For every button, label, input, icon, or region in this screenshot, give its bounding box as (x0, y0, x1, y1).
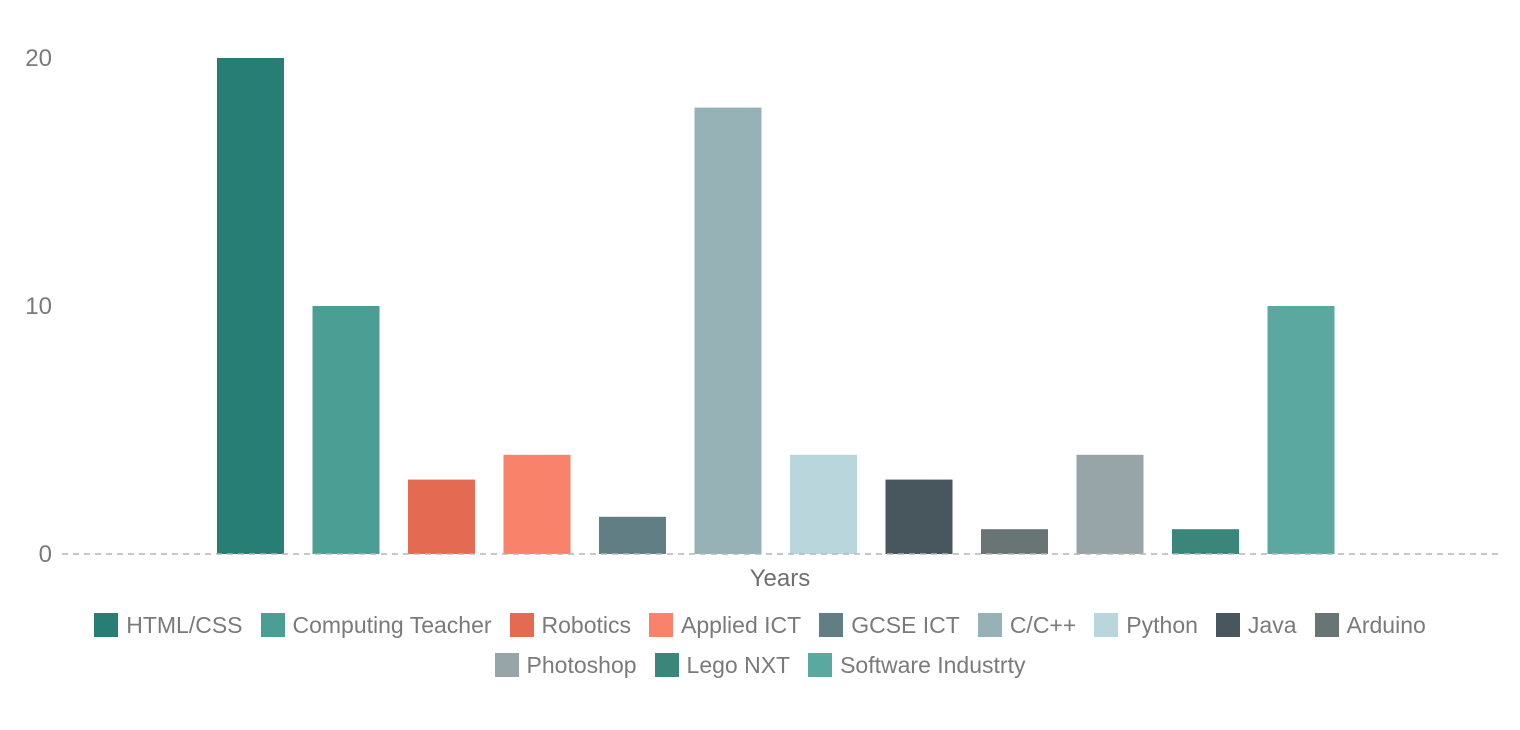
legend-swatch (808, 653, 833, 677)
bar-gcse-ict[interactable] (599, 516, 666, 554)
legend-swatch (509, 613, 534, 637)
bar-python[interactable] (790, 454, 857, 554)
legend-item[interactable]: Computing Teacher (260, 612, 492, 638)
bar-computing-teacher[interactable] (312, 306, 380, 554)
legend-swatch (1215, 613, 1240, 637)
legend-item[interactable]: Java (1215, 612, 1297, 638)
legend-item[interactable]: Photoshop (494, 652, 637, 678)
legend-item[interactable]: GCSE ICT (819, 612, 960, 638)
legend-swatch (649, 613, 674, 637)
bar-applied-ict[interactable] (503, 454, 571, 554)
bars-group (217, 58, 1335, 554)
legend-label: Lego NXT (686, 652, 791, 678)
bar-html-css[interactable] (217, 58, 284, 554)
bar-arduino[interactable] (981, 529, 1048, 554)
bar-c-c[interactable] (694, 107, 762, 554)
legend-swatch (494, 653, 519, 677)
bar-robotics[interactable] (408, 479, 475, 554)
legend-item[interactable]: Arduino (1314, 612, 1426, 638)
legend-label: Python (1126, 612, 1198, 638)
legend-swatch (819, 613, 844, 637)
legend: HTML/CSS Computing Teacher Robotics Applied… (0, 612, 1520, 678)
legend-swatch (977, 613, 1002, 637)
legend-label: Arduino (1346, 612, 1426, 638)
y-tick-label: 10 (25, 293, 52, 320)
legend-row: Photoshop Lego NXT Software Industrty (486, 652, 1035, 678)
bar-java[interactable] (885, 479, 953, 554)
bar-software-industrty[interactable] (1267, 306, 1335, 554)
legend-swatch (260, 613, 285, 637)
legend-item[interactable]: Software Industrty (808, 652, 1025, 678)
y-tick-label: 0 (39, 541, 52, 568)
legend-label: Robotics (541, 612, 632, 638)
legend-label: Applied ICT (681, 612, 802, 638)
bar-lego-nxt[interactable] (1172, 529, 1239, 554)
legend-swatch (1314, 613, 1339, 637)
y-tick-label: 20 (25, 45, 52, 72)
legend-swatch (1094, 613, 1119, 637)
legend-label: Software Industrty (840, 652, 1026, 678)
legend-item[interactable]: Python (1094, 612, 1198, 638)
legend-label: GCSE ICT (851, 612, 960, 638)
legend-label: Computing Teacher (292, 612, 492, 638)
bar-photoshop[interactable] (1076, 454, 1144, 554)
legend-item[interactable]: Lego NXT (654, 652, 791, 678)
x-axis-title: Years (750, 565, 811, 592)
legend-item[interactable]: Applied ICT (649, 612, 801, 638)
legend-item[interactable]: C/C++ (977, 612, 1077, 638)
legend-row: HTML/CSS Computing Teacher Robotics Applied… (85, 612, 1435, 638)
legend-label: Java (1247, 612, 1297, 638)
legend-swatch (94, 613, 119, 637)
legend-swatch (654, 653, 679, 677)
legend-item[interactable]: Robotics (509, 612, 632, 638)
legend-label: HTML/CSS (126, 612, 243, 638)
legend-label: Photoshop (526, 652, 637, 678)
y-axis-ticks: 0 10 20 (25, 45, 52, 568)
legend-label: C/C++ (1009, 612, 1077, 638)
legend-item[interactable]: HTML/CSS (94, 612, 243, 638)
